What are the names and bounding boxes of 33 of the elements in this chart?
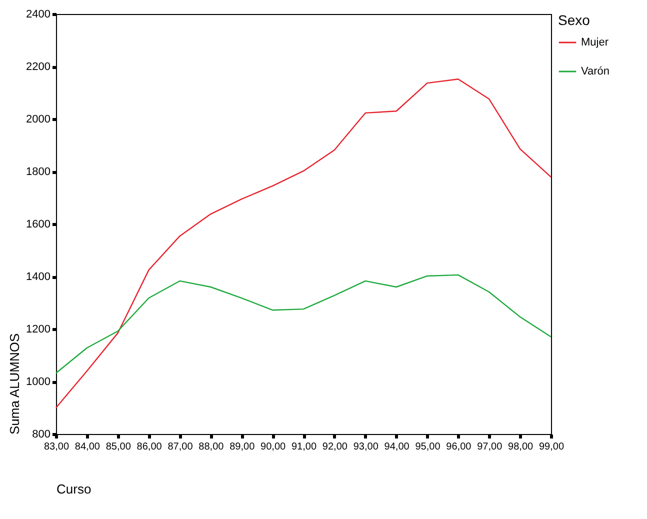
legend-label: Mujer xyxy=(581,36,609,48)
line-series xyxy=(55,274,552,374)
y-tick-label: 2200 xyxy=(26,61,50,73)
line-series xyxy=(55,78,552,408)
x-tick-label: 93,00 xyxy=(353,442,379,452)
legend-title: Sexo xyxy=(558,12,590,28)
y-tick-label: 1600 xyxy=(26,218,50,230)
x-tick-label: 95,00 xyxy=(415,442,441,452)
x-tick-label: 98,00 xyxy=(508,442,534,452)
x-tick-label: 92,00 xyxy=(322,442,348,452)
y-axis-title: Suma ALUMNOS xyxy=(7,333,22,434)
x-tick-label: 90,00 xyxy=(260,442,286,452)
y-tick-label: 800 xyxy=(32,428,50,440)
x-tick-label: 83,00 xyxy=(44,442,70,452)
x-tick-label: 99,00 xyxy=(538,442,564,452)
x-tick-label: 84,00 xyxy=(74,442,100,452)
y-tick-label: 2400 xyxy=(26,8,50,20)
y-tick-label: 1000 xyxy=(26,376,50,388)
x-tick-label: 88,00 xyxy=(198,442,224,452)
y-tick-label: 2000 xyxy=(26,114,50,126)
x-tick-label: 97,00 xyxy=(477,442,503,452)
x-tick-label: 94,00 xyxy=(384,442,410,452)
x-tick-label: 96,00 xyxy=(446,442,472,452)
x-tick-label: 91,00 xyxy=(291,442,317,452)
y-tick-label: 1200 xyxy=(26,324,50,336)
x-tick-label: 87,00 xyxy=(168,442,194,452)
x-tick-label: 85,00 xyxy=(106,442,132,452)
legend-label: Varón xyxy=(581,66,610,78)
x-axis-title: Curso xyxy=(56,482,92,496)
y-tick-label: 1400 xyxy=(26,271,50,283)
x-tick-label: 86,00 xyxy=(136,442,162,452)
x-tick-label: 89,00 xyxy=(230,442,256,452)
y-tick-label: 1800 xyxy=(26,166,50,178)
